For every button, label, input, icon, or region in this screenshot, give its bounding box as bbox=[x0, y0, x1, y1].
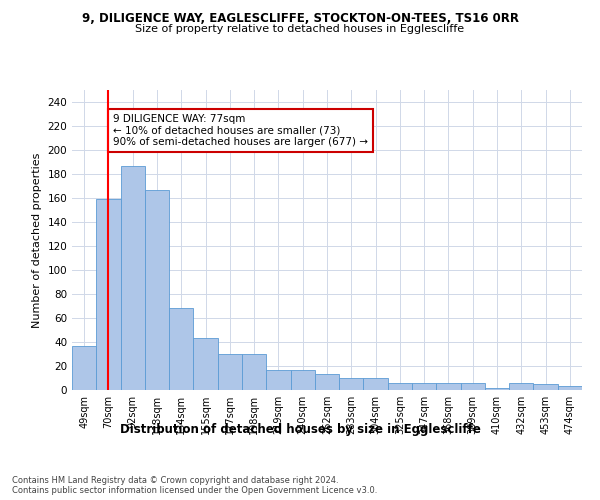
Bar bbox=[145, 190, 169, 390]
Bar bbox=[242, 354, 266, 390]
Bar bbox=[72, 346, 96, 390]
Bar bbox=[388, 383, 412, 390]
Bar bbox=[169, 308, 193, 390]
Bar bbox=[461, 383, 485, 390]
Bar bbox=[315, 374, 339, 390]
Bar bbox=[485, 388, 509, 390]
Bar bbox=[193, 338, 218, 390]
Text: 9, DILIGENCE WAY, EAGLESCLIFFE, STOCKTON-ON-TEES, TS16 0RR: 9, DILIGENCE WAY, EAGLESCLIFFE, STOCKTON… bbox=[82, 12, 518, 26]
Y-axis label: Number of detached properties: Number of detached properties bbox=[32, 152, 42, 328]
Text: 9 DILIGENCE WAY: 77sqm
← 10% of detached houses are smaller (73)
90% of semi-det: 9 DILIGENCE WAY: 77sqm ← 10% of detached… bbox=[113, 114, 368, 147]
Bar bbox=[436, 383, 461, 390]
Bar bbox=[339, 378, 364, 390]
Text: Contains HM Land Registry data © Crown copyright and database right 2024.: Contains HM Land Registry data © Crown c… bbox=[12, 476, 338, 485]
Text: Contains public sector information licensed under the Open Government Licence v3: Contains public sector information licen… bbox=[12, 486, 377, 495]
Bar bbox=[364, 378, 388, 390]
Bar bbox=[558, 386, 582, 390]
Bar bbox=[533, 384, 558, 390]
Bar bbox=[218, 354, 242, 390]
Bar bbox=[121, 166, 145, 390]
Bar bbox=[509, 383, 533, 390]
Bar bbox=[266, 370, 290, 390]
Text: Distribution of detached houses by size in Egglescliffe: Distribution of detached houses by size … bbox=[119, 422, 481, 436]
Bar bbox=[96, 199, 121, 390]
Bar bbox=[290, 370, 315, 390]
Text: Size of property relative to detached houses in Egglescliffe: Size of property relative to detached ho… bbox=[136, 24, 464, 34]
Bar bbox=[412, 383, 436, 390]
